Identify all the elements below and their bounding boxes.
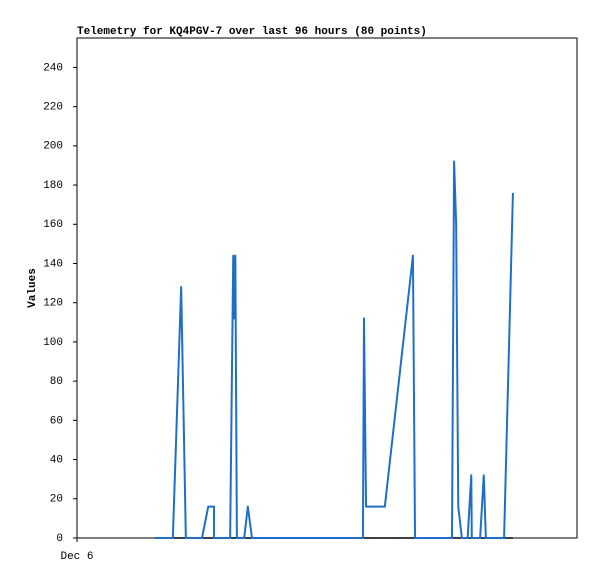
y-tick-label: 100 [43,337,63,349]
y-tick-label: 60 [50,415,63,427]
y-tick-label: 0 [56,533,63,545]
series-line [155,160,514,539]
y-tick-label: 220 [43,102,63,114]
y-tick-label: 160 [43,219,63,231]
y-tick-label: 240 [43,62,63,74]
plot-frame [76,37,578,539]
y-tick-label: 140 [43,258,63,270]
x-tick-label: Dec 6 [60,551,93,563]
y-tick-label: 200 [43,141,63,153]
y-axis-label: Values [27,268,39,308]
y-tick-label: 40 [50,454,63,466]
y-tick-label: 80 [50,376,63,388]
y-tick-label: 20 [50,494,63,506]
y-tick-label: 180 [43,180,63,192]
chart-title: Telemetry for KQ4PGV-7 over last 96 hour… [77,26,427,38]
y-tick-label: 120 [43,298,63,310]
